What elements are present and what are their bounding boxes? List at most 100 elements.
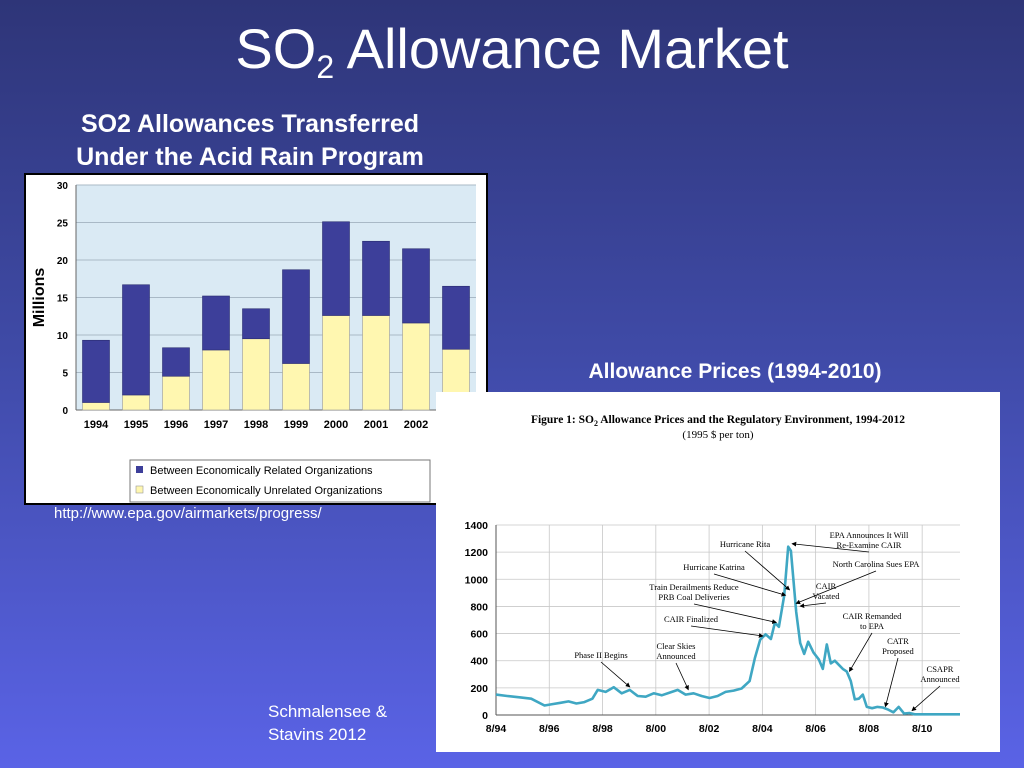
y-axis-label: Millions: [31, 268, 48, 328]
bar-related-2000: [322, 221, 350, 316]
x-tick-label: 1999: [284, 419, 308, 431]
annotation-label: Clear Skies Announced: [656, 641, 696, 661]
annotation-arrow: [693, 603, 777, 624]
annotation-arrow: [795, 570, 877, 605]
y-tick-label: 30: [57, 181, 69, 192]
annotation-line: Train Derailments Reduce: [649, 582, 739, 592]
annotation-arrow: [690, 625, 764, 638]
annotation: CSAPR Announced: [911, 664, 960, 712]
y-tick-label: 800: [470, 601, 488, 613]
annotation-line: Proposed: [882, 646, 914, 656]
x-tick-label: 8/00: [646, 723, 667, 735]
annotation-line: EPA Announces It Will: [830, 530, 909, 540]
annotation: Hurricane Katrina: [683, 562, 787, 597]
figure-title-rest: Allowance Prices and the Regulatory Envi…: [598, 414, 905, 426]
bar-chart: 0 5 10 15 20 25 30 Millions 1994 1995 1996 1997 1998…: [31, 181, 476, 503]
annotation-label: Hurricane Katrina: [683, 562, 745, 572]
figure-title-subscript: 2: [594, 419, 598, 428]
price-chart-heading: Allowance Prices (1994-2010): [588, 360, 882, 383]
bar-related-1999: [282, 269, 310, 364]
bar-heading-line-1: SO2 Allowances Transferred: [80, 110, 420, 138]
annotation-line: Announced: [656, 651, 696, 661]
annotation-line: Announced: [920, 674, 960, 684]
annotation-line: Re-Examine CAIR: [837, 540, 902, 550]
title-text: SO: [235, 17, 317, 80]
annotation-line: Phase II Begins: [574, 650, 627, 660]
y-tick-label: 200: [470, 683, 488, 695]
bar-related-1995: [122, 284, 150, 396]
y-tick-label: 1200: [465, 547, 489, 559]
legend-label-related: Between Economically Related Organizatio…: [150, 465, 373, 477]
annotation-label: CATR Proposed: [882, 636, 914, 656]
figure-title: Figure 1: SO2 Allowance Prices and the R…: [531, 414, 905, 428]
bar-related-1997: [202, 295, 230, 351]
y-tick-label: 25: [57, 219, 69, 230]
price-chart: Figure 1: SO2 Allowance Prices and the R…: [465, 414, 961, 735]
annotation-label: Train Derailments Reduce PRB Coal Deliver…: [649, 582, 739, 602]
annotation-arrow: [744, 550, 791, 591]
x-tick-label: 8/10: [912, 723, 933, 735]
x-tick-label: 1994: [84, 419, 109, 431]
x-tick-label: 8/02: [699, 723, 720, 735]
source-url: http://www.epa.gov/airmarkets/progress/: [54, 505, 322, 522]
annotation-line: CATR: [887, 636, 909, 646]
annotation: CAIR Vacated: [799, 581, 841, 609]
citation: Schmalensee & Stavins 2012: [268, 700, 387, 746]
annotation: Train Derailments Reduce PRB Coal Deliver…: [649, 582, 777, 624]
y-tick-label: 20: [57, 256, 69, 267]
legend-box: [129, 459, 431, 503]
title-subscript: 2: [316, 49, 335, 85]
citation-line-1: Schmalensee &: [268, 702, 388, 721]
annotation-line: Hurricane Katrina: [683, 562, 745, 572]
y-tick-label: 5: [62, 369, 68, 380]
annotation-label: Phase II Begins: [574, 650, 627, 660]
y-tick-label: 0: [62, 406, 68, 417]
x-tick-label: 8/04: [752, 723, 773, 735]
x-tick-label: 1995: [124, 419, 148, 431]
annotation-arrow: [713, 573, 787, 597]
annotation-arrow: [791, 541, 870, 553]
annotation-line: North Carolina Sues EPA: [833, 559, 921, 569]
annotation-line: Clear Skies: [657, 641, 696, 651]
legend-swatch-unrelated: [135, 485, 144, 494]
bar-chart-panel: 0 5 10 15 20 25 30 Millions 1994 1995 1996 1997 1998…: [24, 173, 488, 505]
bar-unrelated-2002: [402, 322, 430, 411]
bar-related-2003: [442, 285, 470, 350]
bar-unrelated-1998: [242, 338, 270, 411]
annotation-label: CAIR Finalized: [664, 614, 719, 624]
annotation-label: CAIR Remanded to EPA: [843, 611, 903, 631]
legend-label-unrelated: Between Economically Unrelated Organizat…: [150, 485, 383, 497]
y-tick-label: 15: [57, 294, 69, 305]
annotation-line: to EPA: [860, 621, 885, 631]
y-tick-label: 1000: [465, 574, 489, 586]
bar-related-1994: [82, 339, 110, 403]
annotation: EPA Announces It Will Re-Examine CAIR: [791, 530, 909, 553]
x-tick-label: 2001: [364, 419, 388, 431]
title-text-rest: Allowance Market: [334, 17, 789, 80]
annotation-line: CAIR Finalized: [664, 614, 719, 624]
annotation-arrow: [849, 632, 873, 672]
bar-unrelated-2001: [362, 315, 390, 411]
bar-unrelated-1994: [82, 402, 110, 411]
annotation: North Carolina Sues EPA: [795, 559, 921, 605]
annotation-arrow: [600, 661, 631, 688]
y-tick-label: 400: [470, 656, 488, 668]
x-tick-label: 8/08: [859, 723, 880, 735]
x-tick-label: 1997: [204, 419, 228, 431]
annotation-line: Vacated: [813, 591, 841, 601]
annotation: CAIR Finalized: [664, 614, 764, 638]
annotation: CATR Proposed: [882, 636, 915, 708]
figure-subtitle: (1995 $ per ton): [682, 429, 754, 441]
annotation-label: North Carolina Sues EPA: [833, 559, 921, 569]
x-tick-label: 8/96: [539, 723, 560, 735]
bar-related-2001: [362, 240, 390, 316]
bar-unrelated-1997: [202, 349, 230, 411]
annotation-line: Hurricane Rita: [720, 539, 770, 549]
price-series-line: [495, 545, 960, 716]
annotation-arrow: [799, 602, 827, 609]
annotation-line: CAIR Remanded: [843, 611, 903, 621]
annotation: Clear Skies Announced: [656, 641, 696, 691]
annotation-arrow: [675, 662, 689, 691]
x-tick-label: 2002: [404, 419, 428, 431]
annotation-line: PRB Coal Deliveries: [658, 592, 729, 602]
